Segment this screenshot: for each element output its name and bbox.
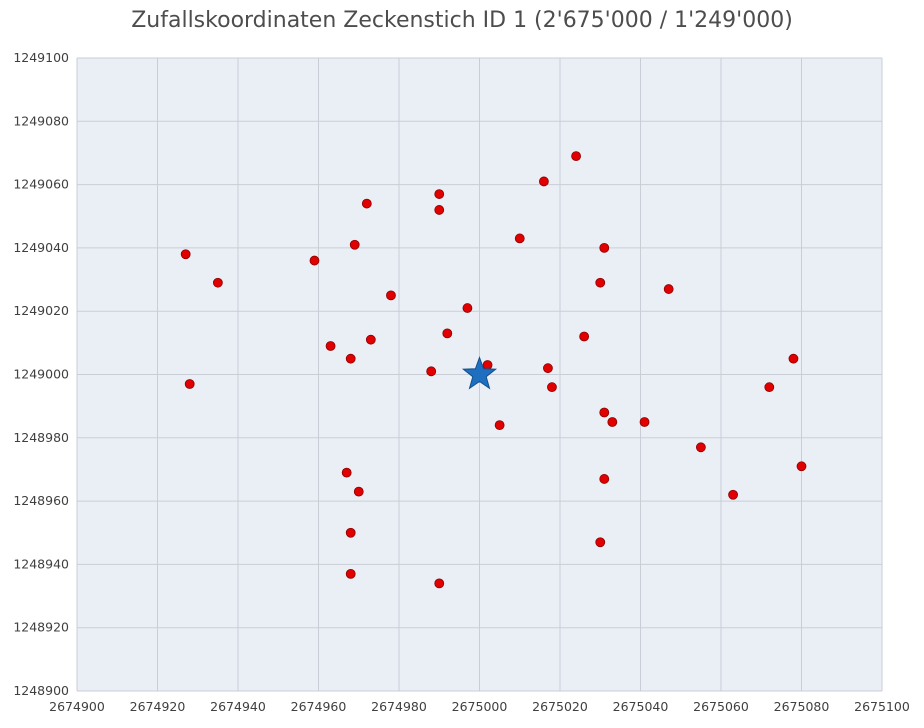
data-point <box>764 382 775 393</box>
data-point <box>180 249 191 260</box>
y-tick-label: 1248980 <box>13 430 69 445</box>
data-point <box>345 527 356 538</box>
data-point <box>353 486 364 497</box>
data-point <box>599 242 610 253</box>
data-point <box>539 176 549 187</box>
data-point <box>494 420 505 431</box>
data-point <box>695 442 706 453</box>
x-tick-label: 2675000 <box>452 699 508 714</box>
data-point <box>361 198 372 209</box>
x-tick-label: 2675020 <box>532 699 588 714</box>
grid <box>76 57 883 692</box>
chart-title: Zufallskoordinaten Zeckenstich ID 1 (2'6… <box>131 8 793 33</box>
data-point <box>434 189 445 199</box>
data-point <box>547 382 557 393</box>
data-points <box>180 151 807 589</box>
data-point <box>434 205 445 215</box>
y-tick-label: 1249100 <box>13 50 69 65</box>
y-tick-label: 1248900 <box>13 683 69 698</box>
data-point <box>386 290 396 301</box>
data-point <box>728 489 738 500</box>
data-point <box>639 417 650 427</box>
data-point <box>796 461 807 472</box>
x-tick-label: 2675060 <box>693 699 749 714</box>
x-tick-label: 2675040 <box>613 699 669 714</box>
data-point <box>599 407 610 418</box>
data-point <box>599 474 610 484</box>
data-point <box>595 537 606 548</box>
y-tick-label: 1249060 <box>13 177 69 192</box>
y-tick-label: 1248940 <box>13 556 69 571</box>
x-tick-label: 2675100 <box>854 699 910 714</box>
y-tick-label: 1248920 <box>13 620 69 635</box>
data-point <box>595 277 606 288</box>
y-tick-label: 1249040 <box>13 240 69 255</box>
x-tick-label: 2675080 <box>774 699 830 714</box>
x-tick-label: 2674960 <box>291 699 347 714</box>
x-tick-label: 2674900 <box>49 699 105 714</box>
data-point <box>365 334 376 345</box>
data-point <box>345 353 356 364</box>
y-axis-ticks: 1248900 1248920 1248940 1248960 1248980 12490… <box>13 50 69 698</box>
data-point <box>579 331 590 342</box>
data-point <box>663 284 674 294</box>
data-point <box>309 255 320 266</box>
x-tick-label: 2674920 <box>130 699 186 714</box>
x-tick-label: 2674940 <box>210 699 266 714</box>
data-point <box>345 568 356 579</box>
x-tick-label: 2674980 <box>371 699 427 714</box>
data-point <box>341 467 352 478</box>
x-axis-ticks: 2674900 2674920 2674940 2674960 2674980 26750… <box>49 699 910 714</box>
data-point <box>571 151 581 162</box>
data-point <box>607 417 618 427</box>
y-tick-label: 1249080 <box>13 113 69 128</box>
data-point <box>442 328 453 339</box>
y-tick-label: 1248960 <box>13 493 69 508</box>
data-point <box>325 341 336 351</box>
data-point <box>349 239 360 250</box>
data-point <box>788 353 799 364</box>
data-point <box>482 360 493 370</box>
data-point <box>212 277 223 288</box>
data-point <box>434 578 445 589</box>
y-tick-label: 1249020 <box>13 303 69 318</box>
data-point <box>426 366 437 377</box>
data-point <box>462 303 473 313</box>
data-point <box>543 363 553 374</box>
center-star-marker <box>461 356 498 390</box>
y-tick-label: 1249000 <box>13 367 69 382</box>
data-point <box>514 233 525 244</box>
data-point <box>184 379 195 389</box>
